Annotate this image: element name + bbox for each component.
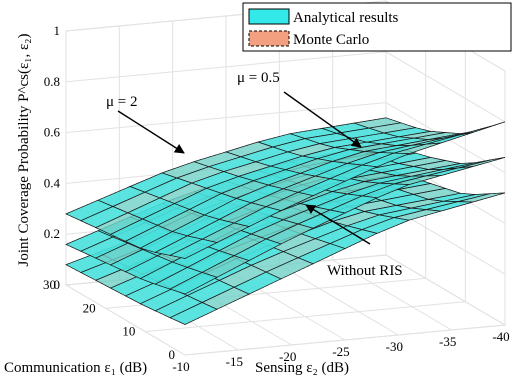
z-tick-label: 0.6 xyxy=(44,125,61,140)
y-tick-label: 0 xyxy=(169,347,176,362)
x-tick-label: -25 xyxy=(332,344,349,359)
x-tick-label: -30 xyxy=(386,339,403,354)
z-tick-label: 0.4 xyxy=(44,175,61,190)
legend-swatch-analytical xyxy=(248,8,290,25)
annotations: μ = 2 μ = 0.5 Without RIS xyxy=(106,70,403,279)
legend-label-monte-carlo: Monte Carlo xyxy=(293,32,369,48)
z-tick-label: 0.8 xyxy=(44,74,60,89)
y-tick-label: 30 xyxy=(43,277,56,292)
x-tick-label: -40 xyxy=(492,329,509,344)
annotation-mu-2: μ = 2 xyxy=(106,94,138,110)
y-tick-label: 20 xyxy=(83,300,96,315)
y-grid-line xyxy=(184,71,506,356)
z-tick-label: 1 xyxy=(54,23,61,38)
annotation-mu-05-arrow xyxy=(283,91,362,148)
legend-label-analytical: Analytical results xyxy=(293,10,399,26)
annotation-without-ris: Without RIS xyxy=(327,263,403,279)
annotation-mu-05: μ = 0.5 xyxy=(237,70,280,86)
x-axis-label: Sensing ε₂ (dB) xyxy=(255,360,349,376)
y-axis-label: Communication ε₁ (dB) xyxy=(4,360,147,376)
x-tick-label: -10 xyxy=(172,359,189,374)
annotation-mu-2-arrow xyxy=(117,110,185,154)
z-tick-label: 0 xyxy=(54,277,61,292)
y-grid-line xyxy=(145,47,466,333)
annotation-without-ris-arrow xyxy=(305,204,371,245)
y-tick-label: 10 xyxy=(122,324,135,339)
legend-swatch-monte-carlo xyxy=(248,30,290,47)
x-tick-label: -15 xyxy=(226,354,243,369)
legend: Analytical results Monte Carlo xyxy=(242,2,512,52)
analytical-cell xyxy=(169,272,218,295)
x-tick-label: -20 xyxy=(279,349,296,364)
z-tick-label: 0.2 xyxy=(44,226,60,241)
analytical-cell xyxy=(169,302,218,325)
x-tick-label: -35 xyxy=(439,334,456,349)
surface--2 xyxy=(65,117,506,259)
surfaces xyxy=(65,117,506,325)
analytical-cell xyxy=(169,238,219,259)
z-axis-label: Joint Coverage Probability P^cs(ε₁, ε₂) xyxy=(16,34,32,267)
